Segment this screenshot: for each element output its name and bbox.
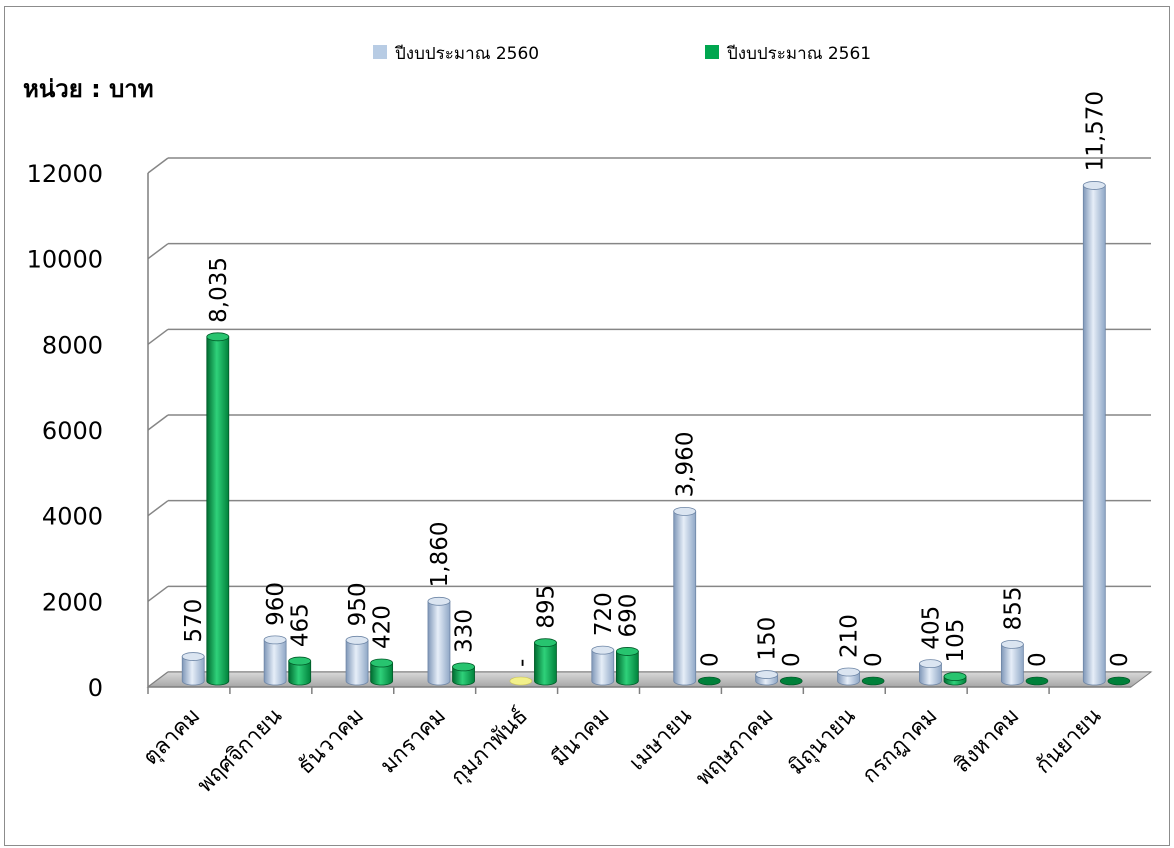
x-tick-label: มกราคม	[376, 704, 451, 779]
data-label: 405	[918, 606, 944, 650]
bar-chart: 0 2000 4000 6000 8000 10000 12000 ตุลาคมพฤศจิกา…	[23, 44, 1153, 798]
data-label: 950	[345, 582, 371, 626]
data-label: 210	[837, 614, 863, 658]
x-tick-label: สิงหาคม	[950, 704, 1024, 778]
bar	[861, 676, 885, 686]
gridline-diag	[147, 157, 169, 174]
bar	[1025, 676, 1049, 686]
gridline-diag	[147, 243, 169, 260]
bar	[615, 647, 639, 686]
grid-layer	[146, 157, 1153, 688]
gridline-diag	[147, 585, 169, 602]
x-tick-label: มีนาคม	[547, 704, 615, 772]
bar	[943, 672, 967, 686]
y-tick-label: 4000	[42, 503, 103, 531]
x-tick-label: กันยายน	[1031, 704, 1106, 779]
x-tick-label: พฤษภาคม	[691, 704, 778, 791]
gridline-diag	[147, 414, 169, 431]
bar	[263, 635, 287, 686]
bar	[370, 658, 394, 686]
x-tick-label: เมษายน	[625, 704, 697, 776]
data-label: 570	[181, 599, 207, 643]
y-tick-label: 2000	[42, 588, 103, 616]
bar-layer	[181, 181, 1131, 686]
data-label: 3,960	[673, 432, 699, 498]
data-label: 465	[288, 603, 314, 647]
bar	[779, 676, 803, 686]
data-label: 690	[615, 594, 641, 638]
x-tick-label: กุมภาพันธ์	[446, 704, 533, 791]
data-label: 0	[1107, 652, 1133, 667]
data-label: 0	[1025, 652, 1051, 667]
bar	[509, 676, 533, 686]
y-tick-label: 12000	[27, 160, 103, 188]
data-label: 895	[533, 585, 559, 629]
legend-label: ปีงบประมาณ 2560	[394, 44, 539, 64]
bar	[919, 659, 942, 686]
bar	[837, 667, 860, 686]
bar	[697, 676, 721, 686]
gridline-diag	[147, 500, 169, 517]
legend-entry: ปีงบประมาณ 2561	[705, 44, 871, 64]
legend-swatch	[705, 45, 719, 59]
bar	[181, 652, 205, 686]
unit-label: หน่วย : บาท	[23, 75, 154, 103]
bar	[591, 645, 615, 686]
data-label: 105	[943, 619, 969, 663]
x-tick-label: ธันวาคม	[293, 704, 369, 780]
bar	[755, 670, 779, 686]
y-tick-label: 0	[88, 674, 103, 702]
bar	[1107, 676, 1131, 686]
legend-label: ปีงบประมาณ 2561	[726, 44, 871, 64]
bar	[288, 656, 312, 686]
data-label: 1,860	[427, 521, 453, 587]
x-tick-label: มิถุนายน	[784, 704, 860, 780]
gridline-diag	[147, 328, 169, 345]
legend: ปีงบประมาณ 2560 ปีงบประมาณ 2561	[373, 44, 871, 64]
data-label: 0	[779, 652, 805, 667]
y-tick-label: 8000	[42, 331, 103, 359]
data-label: 11,570	[1082, 91, 1108, 171]
bar	[452, 662, 475, 686]
data-label: 0	[861, 652, 887, 667]
x-tick-label: กรกฎาคม	[858, 704, 943, 789]
data-label: 855	[1000, 586, 1026, 630]
bar	[1000, 639, 1024, 686]
bar	[673, 506, 697, 686]
legend-entry: ปีงบประมาณ 2560	[373, 44, 539, 64]
bar	[206, 332, 230, 686]
data-label: 960	[263, 582, 289, 626]
data-label: 420	[370, 605, 396, 649]
bar	[1082, 181, 1106, 686]
data-label: -	[509, 659, 535, 667]
bar	[427, 596, 451, 686]
data-label: 720	[591, 592, 617, 636]
y-tick-label: 6000	[42, 417, 103, 445]
axis-layer: 0 2000 4000 6000 8000 10000 12000 ตุลาคมพฤศจิกา…	[27, 160, 1131, 798]
chart-frame: 0 2000 4000 6000 8000 10000 12000 ตุลาคม พฤศจิกา…	[4, 6, 1170, 846]
bar	[345, 635, 369, 686]
bar	[534, 638, 557, 686]
data-label: 330	[452, 609, 478, 653]
data-label: 150	[755, 617, 781, 661]
x-tick-label: ตุลาคม	[138, 704, 205, 771]
x-tick-label: พฤศจิกายน	[193, 704, 287, 798]
y-tick-label: 10000	[27, 246, 103, 274]
data-label: 8,035	[206, 257, 232, 323]
legend-swatch	[373, 45, 387, 59]
data-label: 0	[697, 652, 723, 667]
